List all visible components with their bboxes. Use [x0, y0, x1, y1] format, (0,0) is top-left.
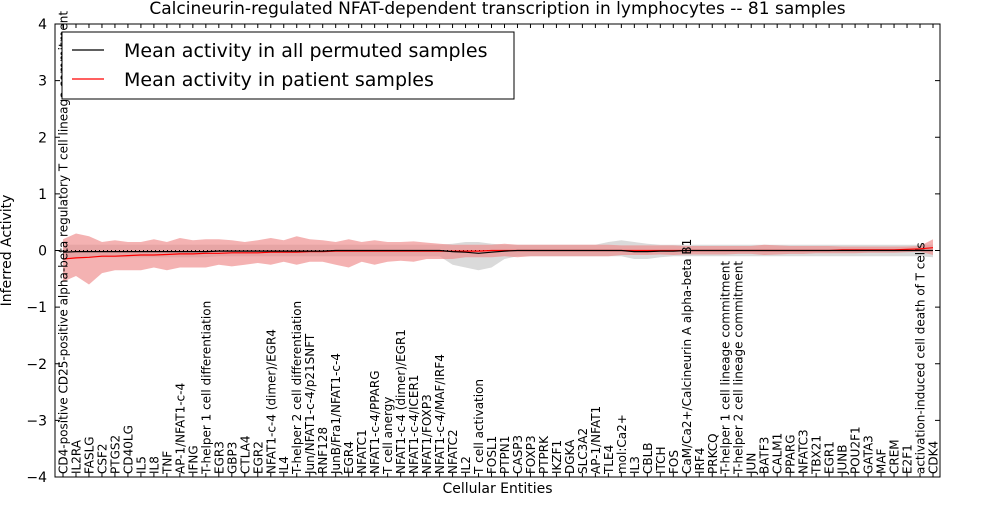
x-tick-label: T-helper 2 cell differentiation	[290, 301, 304, 475]
x-tick-label: IL2RA	[69, 439, 83, 474]
x-tick-label: DGKA	[563, 439, 577, 474]
x-tick-label: PTPN1	[498, 436, 512, 474]
x-tick-label: IL3	[628, 456, 642, 474]
x-tick-label: NFATC1	[355, 429, 369, 474]
x-tick-label: EGR2	[251, 441, 265, 474]
legend-label-permuted: Mean activity in all permuted samples	[124, 40, 487, 62]
x-tick-label: CD4-positive CD25-positive alpha-beta re…	[57, 11, 71, 474]
chart-title: Calcineurin-regulated NFAT-dependent tra…	[149, 0, 845, 19]
tick-layer: −4 −3 −2 −1 0 1 2 3 4	[26, 17, 940, 486]
x-tick-label: SLC3A2	[576, 428, 590, 474]
legend-box	[61, 31, 515, 100]
y-axis-label: Inferred Activity	[0, 195, 15, 307]
x-tick-label: CALM1	[771, 433, 785, 474]
y-tick-label: −2	[26, 357, 47, 373]
x-tick-label: IL4	[277, 456, 291, 474]
x-tick-label: CD40LG	[121, 425, 135, 474]
x-tick-label: AP-1/NFAT1	[589, 406, 603, 474]
x-tick-label: CTLA4	[238, 435, 252, 474]
y-tick-label: 0	[38, 244, 47, 260]
x-tick-label: TLE4	[602, 445, 616, 475]
x-tick-label: T-helper 1 cell differentiation	[199, 301, 213, 475]
x-tick-label: NFAT1-c-4/MAF/IRF4	[433, 354, 447, 474]
y-tick-label: 1	[38, 187, 47, 203]
x-tick-label: JUN	[745, 453, 759, 475]
x-tick-label: NFAT1-c-4/PPARG	[368, 370, 382, 474]
series-line-0	[62, 249, 933, 254]
x-tick-label: PTGS2	[108, 435, 122, 474]
x-tick-label: TBX21	[810, 435, 824, 475]
x-tick-label: CREM	[888, 439, 902, 474]
x-tick-label: NFAT1-c-4 (dimer)/EGR1	[394, 329, 408, 474]
x-tick-label: activation-induced cell death of T cells	[914, 242, 928, 474]
x-tick-label: IFNG	[186, 445, 200, 474]
x-tick-label: JunB/Fra1/NFAT1-c-4	[329, 353, 343, 475]
x-category-labels: CD4-positive CD25-positive alpha-beta re…	[57, 11, 941, 475]
x-tick-label: NFATC2	[446, 429, 460, 474]
x-tick-label: FOSL1	[485, 436, 499, 474]
band-layer	[63, 233, 933, 285]
x-tick-label: FASLG	[82, 436, 96, 474]
x-tick-label: IL5	[134, 456, 148, 474]
x-tick-label: NFATC3	[797, 429, 811, 474]
x-tick-label: POU2F1	[849, 426, 863, 474]
x-tick-label: CaM/Ca2+/Calcineurin A alpha-beta B1	[680, 239, 694, 474]
y-tick-label: −4	[26, 470, 47, 486]
x-tick-label: EGR3	[212, 441, 226, 474]
x-tick-label: NFAT1/FOXP3	[420, 394, 434, 474]
y-tick-label: 3	[38, 74, 47, 90]
series-band-1	[63, 233, 933, 285]
x-tick-label: T-helper 1 cell lineage commitment	[719, 261, 733, 475]
line-layer	[55, 247, 940, 260]
x-tick-label: PTPRK	[537, 435, 551, 474]
x-tick-label: FOXP3	[524, 435, 538, 474]
y-tick-label: 2	[38, 130, 47, 146]
y-tick-label: −3	[26, 413, 47, 429]
x-tick-label: TNF	[160, 451, 174, 475]
x-tick-label: JUNB	[836, 444, 850, 475]
x-tick-label: IKZF1	[550, 440, 564, 474]
x-tick-label: Jun/NFAT1-c-4/p21SNFT	[303, 333, 317, 475]
x-tick-label: CASP3	[511, 435, 525, 474]
y-tick-label: 4	[38, 17, 47, 33]
x-tick-label: T cell anergy	[381, 397, 395, 475]
x-tick-label: BATF3	[758, 437, 772, 474]
x-tick-label: PPARG	[784, 434, 798, 474]
x-tick-label: PRKCQ	[706, 433, 720, 474]
x-tick-label: RNF128	[316, 427, 330, 474]
x-tick-label: IRF4	[693, 448, 707, 474]
legend: Mean activity in all permuted samples Me…	[61, 31, 515, 100]
x-tick-label: AP-1/NFAT1-c-4	[173, 383, 187, 474]
y-tick-label: −1	[26, 300, 47, 316]
x-tick-label: EGR4	[342, 441, 356, 474]
x-tick-label: FOS	[667, 450, 681, 474]
x-tick-label: T cell activation	[472, 379, 486, 475]
x-tick-label: NFAT1-c-4 (dimer)/EGR4	[264, 329, 278, 474]
x-tick-label: GBP3	[225, 442, 239, 474]
x-tick-label: mol:Ca2+	[615, 414, 629, 474]
x-tick-label: MAF	[875, 448, 889, 474]
x-tick-label: IL8	[147, 456, 161, 474]
x-tick-label: T-helper 2 cell lineage commitment	[732, 261, 746, 475]
x-tick-label: ITCH	[654, 446, 668, 474]
x-tick-label: E2F1	[901, 444, 915, 474]
x-tick-label: EGR1	[823, 441, 837, 474]
x-tick-label: IL2	[459, 456, 473, 474]
x-tick-label: GATA3	[862, 435, 876, 474]
x-axis-label: Cellular Entities	[442, 481, 552, 497]
x-tick-label: CBLB	[641, 442, 655, 474]
legend-label-patient: Mean activity in patient samples	[124, 69, 434, 91]
x-tick-label: CDK4	[927, 441, 941, 474]
x-tick-label: CSF2	[95, 443, 109, 474]
x-tick-label: NFAT1-c-4/ICER1	[407, 375, 421, 474]
